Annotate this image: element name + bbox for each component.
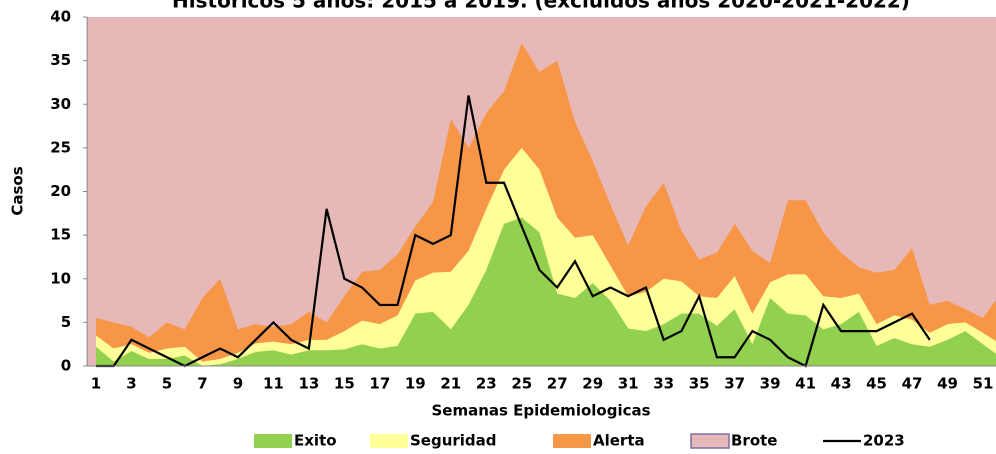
x-tick-label: 47 [902,375,923,393]
legend-swatch [254,434,292,448]
legend-swatch [553,434,591,448]
y-tick-label: 25 [50,138,71,156]
legend-swatch [370,434,408,448]
x-tick-label: 33 [653,375,674,393]
x-tick-label: 27 [547,375,568,393]
x-tick-label: 9 [233,375,243,393]
x-tick-label: 49 [937,375,958,393]
legend-label: Seguridad [410,432,497,450]
x-tick-label: 15 [334,375,355,393]
legend-label: Brote [731,432,777,450]
x-tick-label: 45 [866,375,887,393]
x-tick-label: 29 [582,375,603,393]
legend-label: 2023 [863,432,905,450]
y-tick-label: 5 [61,313,71,331]
x-tick-label: 25 [511,375,532,393]
x-tick-label: 13 [298,375,319,393]
x-tick-label: 23 [476,375,497,393]
legend-label: Alerta [593,432,645,450]
x-tick-label: 7 [197,375,207,393]
y-axis-label: Casos [9,166,27,215]
x-tick-label: 35 [689,375,710,393]
x-tick-label: 1 [91,375,101,393]
x-tick-label: 43 [831,375,852,393]
x-tick-label: 5 [162,375,172,393]
x-tick-label: 3 [126,375,136,393]
area [96,217,996,366]
x-tick-label: 39 [760,375,781,393]
y-tick-label: 30 [50,95,71,113]
y-tick-label: 40 [50,8,71,26]
x-tick-label: 21 [440,375,461,393]
y-tick-label: 20 [50,182,71,200]
x-tick-label: 41 [795,375,816,393]
x-axis-label: Semanas Epidemiologicas [431,402,650,420]
x-tick-label: 37 [724,375,745,393]
y-tick-label: 10 [50,269,71,287]
line [96,95,931,368]
legend-swatch [690,433,730,449]
x-tick-label: 31 [618,375,639,393]
y-tick-label: 0 [61,357,71,375]
y-tick-label: 15 [50,226,71,244]
x-tick-label: 17 [369,375,390,393]
y-tick-label: 35 [50,51,71,69]
chart-title: Historicos 5 años: 2015 a 2019. (excluid… [172,0,910,13]
x-tick-label: 11 [263,375,284,393]
legend-label: Exito [294,432,337,450]
x-tick-label: 19 [405,375,426,393]
x-tick-label: 51 [973,375,994,393]
